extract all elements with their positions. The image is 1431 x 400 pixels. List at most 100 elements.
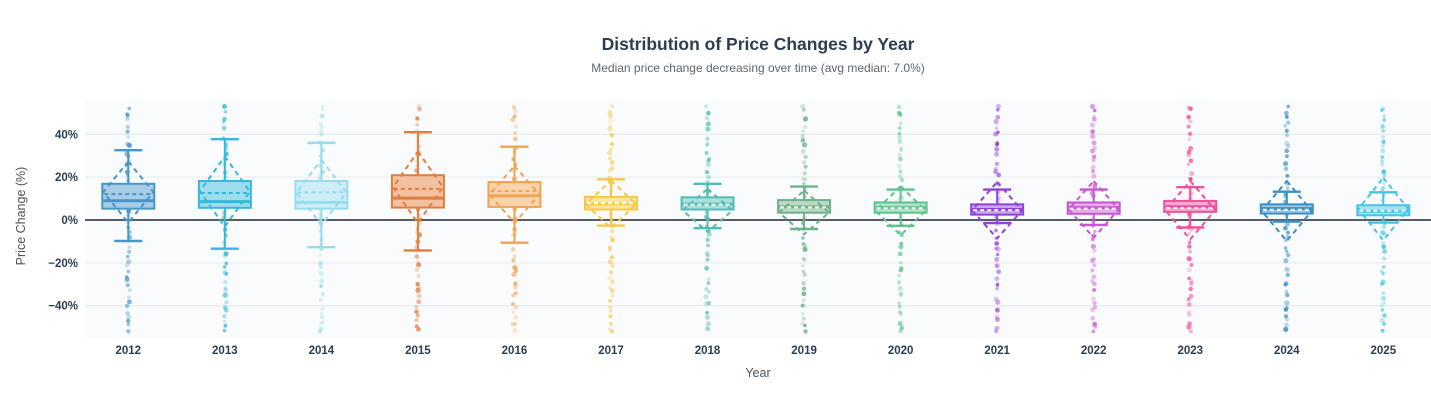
data-point: [898, 310, 902, 315]
data-point: [510, 302, 516, 307]
data-point: [1092, 300, 1097, 306]
data-point: [1382, 313, 1387, 318]
data-point: [803, 164, 808, 169]
y-tick-label: 20%: [55, 172, 78, 184]
data-point: [319, 271, 325, 277]
data-point: [704, 115, 710, 121]
data-point: [126, 259, 132, 265]
data-point: [224, 261, 228, 266]
data-point: [511, 258, 516, 263]
mean-diamond: [198, 154, 252, 229]
data-point: [1380, 148, 1386, 154]
data-point: [803, 116, 809, 122]
data-point: [995, 307, 1000, 311]
data-point: [222, 269, 228, 276]
data-point: [610, 263, 615, 269]
data-point: [705, 253, 710, 258]
data-point: [1091, 274, 1097, 280]
data-point: [126, 318, 131, 323]
data-point: [994, 314, 1000, 320]
mean-diamond: [1067, 179, 1121, 240]
data-point: [1186, 256, 1192, 262]
data-point: [704, 150, 709, 155]
data-point: [1090, 164, 1096, 170]
data-point: [899, 148, 903, 153]
data-point: [1090, 148, 1095, 154]
data-point: [800, 303, 805, 308]
boxplot-group-2018: [680, 104, 735, 332]
data-point: [609, 147, 613, 151]
data-point: [994, 241, 999, 246]
data-point: [995, 286, 1000, 291]
iqr-box: [101, 182, 156, 210]
data-point: [607, 275, 612, 280]
data-point: [610, 238, 615, 243]
data-point: [1186, 297, 1191, 302]
data-point: [608, 327, 612, 331]
data-point: [1379, 159, 1385, 164]
data-point: [1187, 231, 1191, 236]
data-point: [609, 321, 614, 326]
data-point: [995, 141, 999, 145]
data-point: [1284, 281, 1289, 286]
mean-diamond: [777, 189, 831, 236]
data-point: [317, 270, 323, 275]
data-point: [704, 326, 711, 332]
data-point: [1380, 279, 1386, 285]
data-point: [415, 313, 420, 318]
data-point: [1284, 154, 1289, 159]
data-point: [513, 291, 518, 296]
data-point: [513, 314, 519, 320]
data-point: [1380, 308, 1385, 312]
x-tick-label: 2021: [984, 345, 1010, 357]
data-point: [415, 116, 420, 121]
data-point: [800, 148, 806, 154]
data-point: [1381, 143, 1386, 148]
data-point: [1381, 291, 1386, 296]
data-point: [125, 112, 129, 117]
data-point: [1091, 140, 1097, 146]
data-point: [127, 245, 132, 250]
data-point: [414, 309, 419, 314]
data-point: [608, 124, 612, 129]
data-point: [1187, 312, 1192, 318]
data-point: [898, 121, 903, 126]
data-point: [1187, 310, 1192, 315]
data-point: [1188, 329, 1193, 334]
data-point: [511, 310, 516, 315]
data-point: [1091, 158, 1096, 163]
data-point: [1284, 266, 1289, 272]
data-point: [320, 311, 324, 316]
data-point: [1187, 244, 1192, 249]
data-point: [897, 301, 902, 306]
data-point: [995, 126, 999, 131]
data-point: [899, 241, 904, 246]
x-tick-label: 2016: [502, 345, 528, 357]
data-point: [318, 128, 324, 134]
data-point: [510, 247, 516, 253]
data-point: [1285, 221, 1290, 227]
data-point: [706, 300, 712, 306]
data-point: [704, 250, 710, 256]
data-point: [1187, 131, 1193, 136]
data-point: [995, 283, 1000, 287]
data-point: [510, 117, 516, 123]
data-point: [1092, 257, 1097, 261]
data-point: [705, 237, 710, 242]
data-point: [802, 272, 807, 277]
data-point: [898, 244, 904, 250]
data-point: [609, 133, 614, 138]
data-point: [320, 315, 324, 320]
data-point: [1380, 108, 1384, 113]
data-point: [511, 293, 516, 298]
x-tick-label: 2024: [1274, 345, 1300, 357]
data-point: [801, 129, 805, 134]
data-point: [800, 138, 806, 143]
data-point: [415, 122, 420, 127]
data-point: [126, 322, 131, 327]
data-point: [318, 297, 323, 302]
data-point: [607, 126, 613, 132]
data-point: [705, 141, 710, 146]
data-point: [1091, 173, 1097, 179]
y-axis-title: Price Change (%): [14, 167, 28, 266]
